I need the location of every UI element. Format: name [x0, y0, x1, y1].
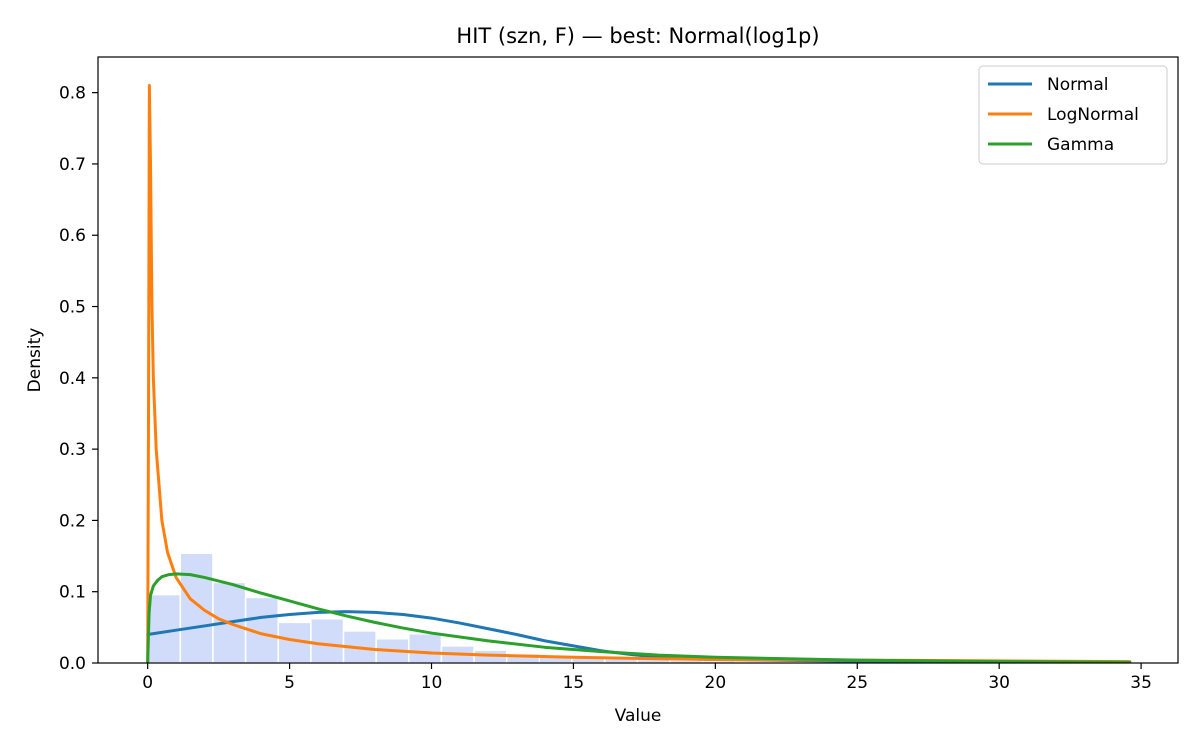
legend: Normal LogNormal Gamma: [978, 65, 1168, 165]
x-tick-label: 15: [563, 673, 585, 693]
histogram: [146, 552, 1128, 663]
y-tick-label: 0.8: [59, 84, 86, 104]
x-axis: 0 5 10 15 20 25 30 35: [142, 663, 1152, 693]
x-axis-title: Value: [615, 706, 662, 726]
y-tick-label: 0.7: [59, 155, 86, 175]
legend-label-normal: Normal: [1047, 75, 1109, 95]
series-lines: [146, 84, 1132, 663]
histogram-bar-1: [179, 552, 214, 663]
y-tick-label: 0.4: [59, 369, 86, 389]
y-tick-label: 0.3: [59, 440, 86, 460]
series-line-lognormal: [146, 84, 1132, 663]
y-axis: 0.0 0.1 0.2 0.3 0.4 0.5 0.6 0.7 0.8: [59, 84, 98, 674]
chart-title: HIT (szn, F) — best: Normal(log1p): [456, 24, 819, 48]
y-tick-label: 0.2: [59, 511, 86, 531]
x-tick-label: 10: [421, 673, 443, 693]
y-tick-label: 0.5: [59, 298, 86, 318]
y-tick-label: 0.1: [59, 583, 86, 603]
y-axis-title: Density: [25, 328, 45, 393]
x-tick-label: 0: [142, 673, 153, 693]
x-tick-label: 5: [284, 673, 295, 693]
histogram-bar-5: [310, 618, 345, 663]
x-tick-label: 20: [705, 673, 727, 693]
y-tick-label: 0.6: [59, 226, 86, 246]
histogram-bar-8: [408, 633, 443, 663]
x-tick-label: 30: [988, 673, 1010, 693]
legend-label-gamma: Gamma: [1047, 135, 1114, 155]
legend-label-lognormal: LogNormal: [1047, 105, 1139, 125]
x-tick-label: 25: [846, 673, 868, 693]
legend-box: [978, 65, 1168, 165]
series-line-gamma: [146, 572, 1132, 663]
y-tick-label: 0.0: [59, 654, 86, 674]
x-tick-label: 35: [1130, 673, 1152, 693]
histogram-bar-0: [146, 593, 182, 663]
plot-frame: [97, 56, 1179, 664]
